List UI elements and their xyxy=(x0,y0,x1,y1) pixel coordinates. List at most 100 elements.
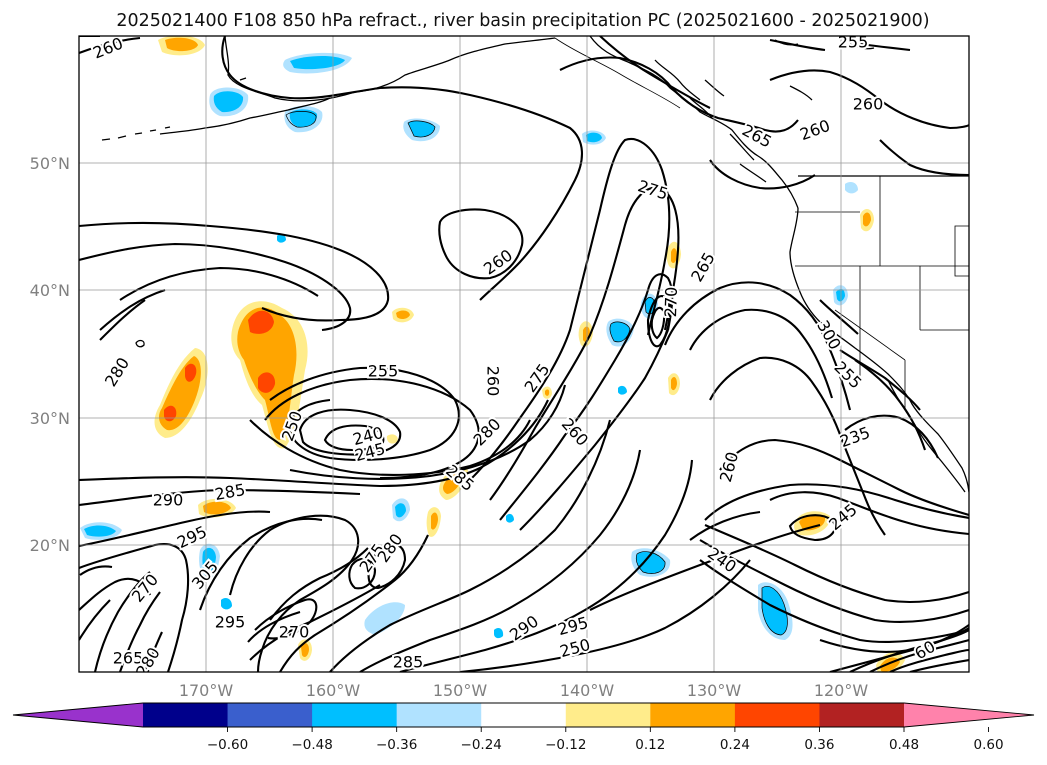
contour-line xyxy=(689,483,969,541)
island xyxy=(135,339,145,348)
shade-negative xyxy=(213,91,244,113)
shade-negative xyxy=(84,525,116,537)
contour-line xyxy=(79,399,549,488)
shade-positive xyxy=(671,248,677,264)
contour-line xyxy=(298,408,402,456)
longitude-labels: 170°W 160°W 150°W 140°W 130°W 120°W xyxy=(179,681,869,700)
map-background xyxy=(79,36,969,672)
contour-line xyxy=(646,295,671,348)
contour-line xyxy=(269,547,369,621)
colorbar-tick-label: −0.48 xyxy=(291,737,332,753)
colorbar-tick-label: 0.12 xyxy=(635,737,665,753)
shade-negative xyxy=(618,385,627,395)
contour-line xyxy=(79,577,151,611)
colorbar: −0.60 −0.48 −0.36 −0.24 −0.12 0.12 0.24 0.36 0.4… xyxy=(12,702,1035,753)
contour-line xyxy=(323,424,385,452)
contour-label: 270 xyxy=(279,623,310,642)
shade-negative xyxy=(408,120,435,137)
contour-line xyxy=(289,384,567,480)
shade-positive xyxy=(545,389,550,396)
contour-line xyxy=(519,329,669,531)
shade-negative xyxy=(836,288,845,302)
contour-label: 290 xyxy=(153,491,184,510)
contour-line xyxy=(79,242,352,332)
contour-line xyxy=(247,584,381,661)
contour-line xyxy=(469,137,671,481)
contour-line xyxy=(869,638,969,672)
colorbar-segment xyxy=(650,703,736,727)
west-coast-us xyxy=(789,207,969,493)
contour-line xyxy=(269,366,460,461)
lon-label: 130°W xyxy=(687,681,742,700)
alaska-canada-border xyxy=(554,37,681,109)
colorbar-tick-label: −0.36 xyxy=(376,737,417,753)
shade-positive xyxy=(863,212,871,227)
contour-line xyxy=(79,599,111,641)
contour-line xyxy=(367,543,407,590)
shade-outline xyxy=(761,586,788,636)
colorbar-segment xyxy=(227,703,313,727)
shade-positive xyxy=(443,473,462,494)
contour-line xyxy=(99,299,146,341)
contour-line xyxy=(79,488,361,507)
contour-line xyxy=(699,539,969,623)
precipitation-shading xyxy=(80,36,905,672)
colorbar-segment xyxy=(312,703,398,727)
colorbar-outline xyxy=(12,702,1035,728)
contour-line xyxy=(279,534,429,672)
shade-positive xyxy=(203,501,231,515)
contour-line xyxy=(704,524,969,604)
colorbar-segment xyxy=(734,703,820,727)
shade-negative xyxy=(395,503,406,518)
shade-positive xyxy=(301,643,309,658)
state-borders xyxy=(795,176,969,410)
contour-line xyxy=(699,559,969,644)
colorbar-extend-low xyxy=(13,703,143,727)
figure-title: 2025021400 F108 850 hPa refract., river … xyxy=(116,11,929,31)
alaska-peninsula-coast xyxy=(159,97,331,135)
contour-label: 255 xyxy=(838,33,869,52)
refractivity-contours xyxy=(79,36,969,672)
colorbar-segment xyxy=(481,703,567,727)
colorbar-segment xyxy=(143,703,229,727)
contour-line xyxy=(348,557,377,590)
contour-line xyxy=(254,598,318,640)
shade-negative xyxy=(506,513,514,523)
shade-positive xyxy=(248,310,274,334)
contour-line xyxy=(221,36,583,301)
contour-label: 260 xyxy=(853,95,884,114)
shading-outlines xyxy=(285,111,788,636)
shade-negative xyxy=(645,297,655,314)
colorbar-tick-label: 0.36 xyxy=(804,737,834,753)
shade-negative xyxy=(845,182,858,194)
lon-label: 120°W xyxy=(814,681,869,700)
contour-line xyxy=(788,514,836,542)
contour-line xyxy=(769,38,911,52)
shade-positive xyxy=(431,512,438,530)
bc-islands xyxy=(654,59,767,183)
contour-line xyxy=(769,69,969,130)
contour-line xyxy=(144,631,163,672)
contour-line xyxy=(829,627,969,672)
colorbar-segment xyxy=(396,703,482,727)
shade-negative xyxy=(586,132,602,143)
shade-negative xyxy=(221,598,232,610)
shade-negative xyxy=(364,602,405,635)
graticule xyxy=(79,36,969,672)
lat-label: 20°N xyxy=(30,536,70,555)
contour-line xyxy=(819,299,921,411)
shade-positive xyxy=(185,363,197,382)
lat-label: 40°N xyxy=(30,281,70,300)
shade-negative xyxy=(636,551,666,574)
lon-label: 160°W xyxy=(306,681,361,700)
lon-label: 140°W xyxy=(560,681,615,700)
contour-label: 260 xyxy=(484,366,503,397)
contour-line xyxy=(499,273,674,521)
contour-line xyxy=(689,308,834,399)
colorbar-tick-label: 0.48 xyxy=(889,737,919,753)
contour-line xyxy=(199,517,323,611)
colorbar-extend-high xyxy=(904,703,1034,727)
shade-outline xyxy=(285,111,317,128)
